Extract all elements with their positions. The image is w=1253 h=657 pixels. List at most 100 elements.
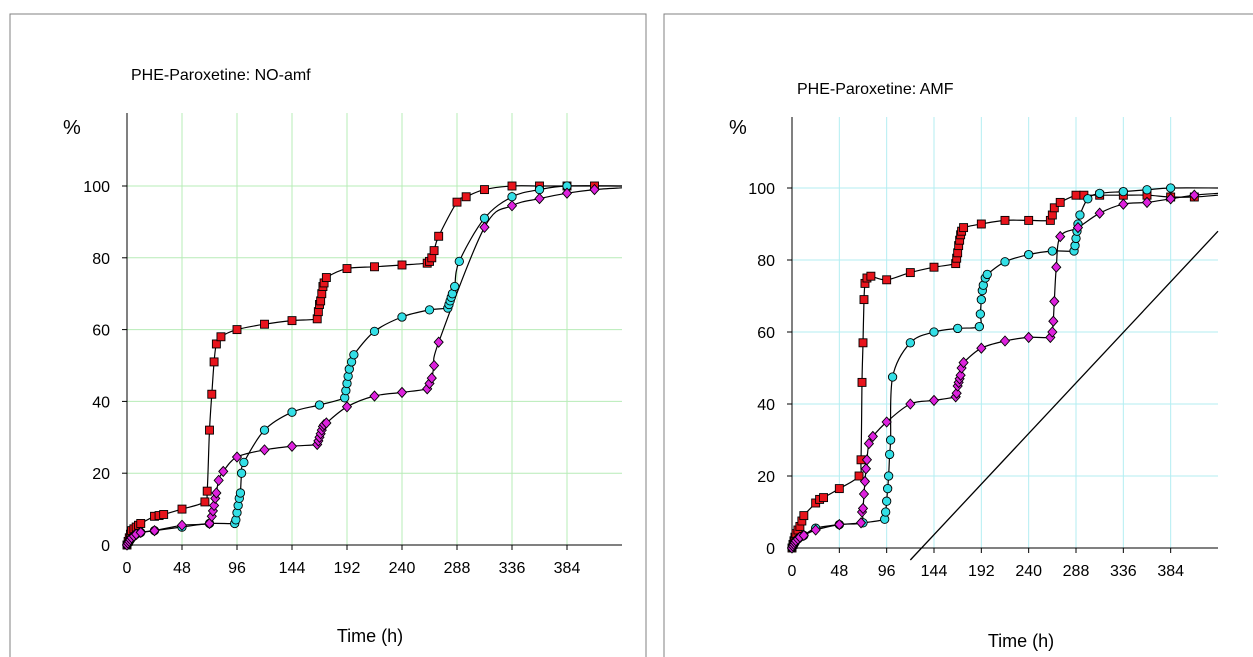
square-marker	[397, 260, 407, 270]
circle-marker	[534, 184, 545, 195]
diamond-marker	[135, 526, 146, 539]
circle-marker	[287, 407, 297, 417]
square-marker	[929, 262, 939, 272]
square-marker	[159, 510, 169, 519]
square-marker	[370, 262, 379, 272]
diamond-marker	[589, 183, 600, 196]
square-marker	[859, 295, 869, 305]
diamond-marker	[857, 502, 869, 515]
diamond-marker	[863, 437, 875, 450]
diamond-marker	[1048, 315, 1059, 327]
circle-marker	[507, 192, 517, 202]
x-axis-label: Time (h)	[988, 631, 1054, 651]
circle-marker	[883, 471, 894, 481]
diamond-marker	[881, 416, 892, 428]
square-marker	[854, 471, 864, 481]
chart-no-amf: PHE-Paroxetine: NO-amf % Time (h) 0 20 40 6…	[9, 13, 647, 657]
square-marker	[959, 223, 969, 233]
x-tick-label: 96	[228, 560, 246, 577]
diamond-marker	[321, 417, 332, 429]
x-tick-label: 48	[173, 560, 191, 577]
circle-marker	[1000, 257, 1010, 267]
circle-marker	[1118, 186, 1128, 197]
square-marker	[177, 504, 187, 514]
square-marker	[858, 338, 868, 348]
circle-marker	[314, 400, 325, 410]
diamond-marker	[905, 398, 916, 410]
diamond-marker	[798, 529, 809, 542]
y-tick-label: 60	[92, 323, 110, 340]
circle-marker	[883, 483, 893, 494]
circle-marker	[454, 256, 464, 267]
square-marker	[136, 519, 146, 528]
circle-marker	[397, 312, 407, 322]
circle-marker	[882, 496, 892, 506]
diamond-marker	[428, 359, 440, 372]
diamond-marker	[433, 336, 444, 348]
diamond-marker	[1118, 198, 1129, 210]
square-marker	[905, 268, 915, 278]
chart-border	[663, 13, 1253, 657]
circle-marker	[881, 507, 891, 517]
square-marker	[1000, 215, 1010, 225]
circle-marker	[1166, 183, 1176, 193]
circle-marker	[974, 321, 985, 332]
circle-marker	[976, 294, 986, 305]
x-tick-label: 144	[921, 563, 948, 580]
y-tick-label: 20	[92, 466, 110, 483]
diamond-marker	[479, 221, 490, 233]
circle-marker	[1142, 185, 1152, 195]
square-marker	[202, 486, 212, 496]
square-marker	[216, 332, 226, 342]
diamond-marker	[286, 440, 298, 452]
plot-area: 0 20 40 60 80 100 0 48 96 144 192 240 288 336 384	[748, 117, 1219, 580]
square-marker	[834, 484, 844, 494]
diamond-marker	[506, 200, 518, 212]
y-tick-label: 100	[83, 179, 110, 196]
circle-marker	[982, 269, 992, 280]
circle-marker	[349, 350, 359, 360]
square-marker	[882, 275, 892, 285]
series-diamond-markers	[121, 183, 600, 551]
x-tick-label: 192	[334, 560, 361, 577]
square-marker	[819, 493, 829, 503]
diamond-marker	[396, 386, 408, 399]
x-tick-label: 0	[123, 560, 132, 577]
square-marker	[287, 316, 297, 326]
diamond-marker	[834, 518, 845, 531]
circle-marker	[236, 468, 247, 478]
x-tick-label: 336	[499, 560, 526, 577]
x-tick-label: 336	[1110, 563, 1137, 580]
x-tick-label: 288	[1063, 563, 1090, 580]
circle-marker	[235, 488, 246, 498]
circle-marker	[1075, 210, 1085, 220]
y-tick-label: 60	[757, 325, 775, 342]
square-marker	[866, 271, 876, 281]
diamond-marker	[928, 394, 940, 407]
y-axis-label: %	[729, 117, 747, 139]
diamond-marker	[1047, 326, 1058, 338]
diamond-marker	[867, 430, 878, 443]
square-marker	[507, 181, 517, 191]
x-tick-label: 240	[1015, 563, 1042, 580]
diamond-marker	[1055, 230, 1066, 243]
diamond-marker	[208, 499, 220, 512]
square-marker	[799, 511, 809, 521]
circle-marker	[905, 338, 915, 348]
diamond-marker	[534, 192, 545, 205]
circle-marker	[369, 326, 380, 337]
x-axis-label: Time (h)	[337, 626, 403, 646]
x-tick-label: 192	[968, 563, 995, 580]
diamond-marker	[999, 335, 1011, 347]
y-tick-label: 80	[757, 253, 775, 270]
x-tick-label: 384	[1157, 563, 1184, 580]
circle-marker	[884, 449, 895, 460]
square-marker	[209, 357, 219, 367]
square-marker	[434, 231, 444, 241]
diamond-marker	[1094, 207, 1105, 219]
square-marker	[211, 339, 221, 349]
diamond-marker	[218, 465, 229, 478]
y-tick-label: 40	[757, 397, 775, 414]
circle-marker	[1083, 194, 1093, 204]
